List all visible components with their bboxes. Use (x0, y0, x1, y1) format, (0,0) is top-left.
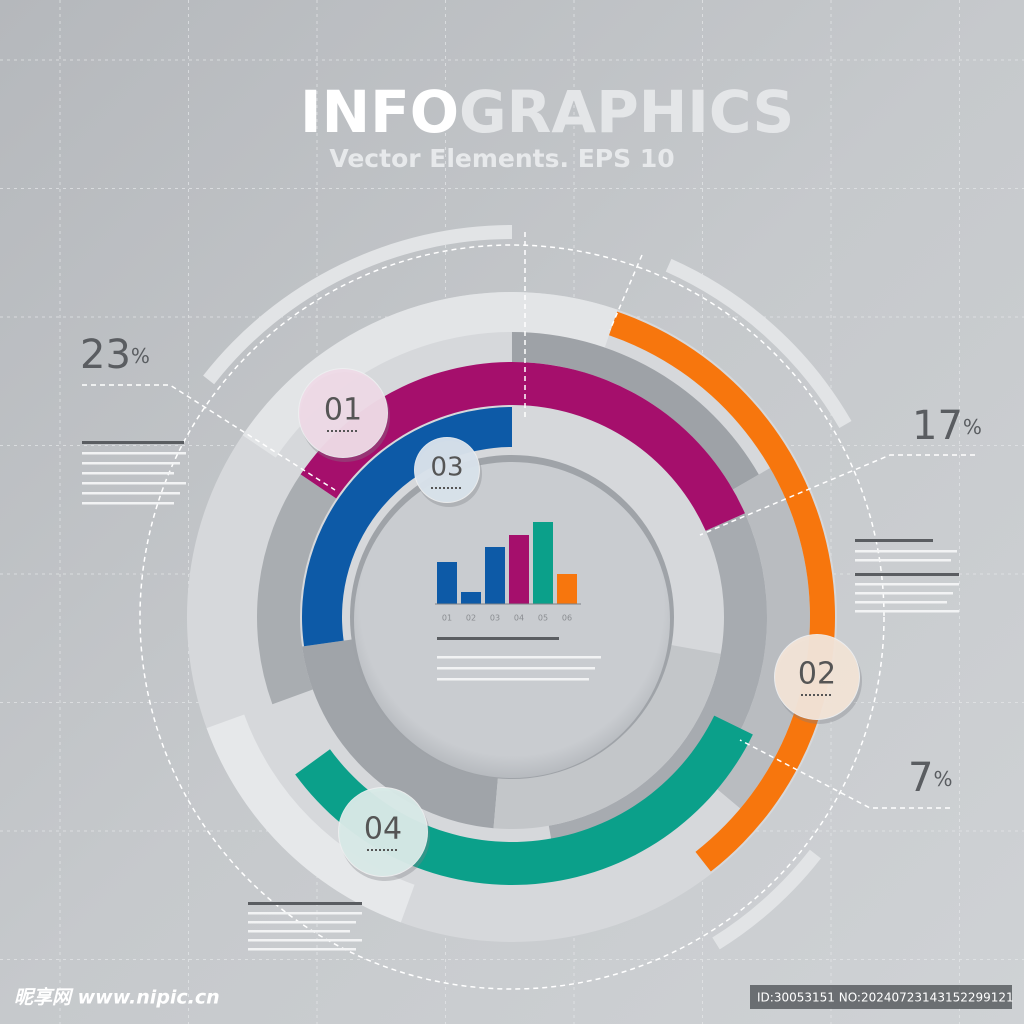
percent-unit: % (933, 767, 952, 791)
badge (338, 787, 428, 877)
percent-label: 17% (912, 403, 982, 449)
mini-chart: 01 02 03 04 05 06 (435, 522, 581, 623)
text-line (855, 601, 947, 604)
badge (298, 368, 388, 458)
badge (774, 634, 860, 720)
text-line (437, 678, 589, 681)
text-line (82, 452, 186, 455)
percent-number: 17 (912, 403, 963, 449)
heading-line (855, 539, 933, 542)
text-line (855, 583, 959, 586)
heading-line (82, 441, 184, 444)
badges: 01 02 03 04 (298, 368, 862, 881)
badge-label: 01 (324, 393, 362, 428)
title-light: GRAPHICS (459, 78, 794, 146)
text-line (82, 462, 180, 465)
badge-tint (339, 788, 427, 876)
heading-line (437, 637, 559, 640)
percent-unit: % (963, 415, 982, 439)
percent-label: 23% (80, 332, 150, 378)
dashed-circle (139, 244, 885, 990)
badge (414, 437, 480, 503)
orange-arc (609, 311, 835, 872)
text-line (437, 656, 601, 659)
percent-number: 23 (80, 332, 131, 378)
badge-tint (775, 635, 859, 719)
inner-circle (354, 462, 670, 778)
id-box (750, 985, 1012, 1009)
text-line (855, 550, 957, 553)
bar (485, 547, 505, 604)
ring-segment (512, 332, 759, 490)
bar (461, 592, 481, 604)
text-line (248, 921, 356, 924)
x-tick-label: 05 (538, 614, 548, 623)
magenta-arc (300, 362, 745, 531)
bar (557, 574, 577, 604)
heading-line (248, 902, 362, 905)
badge-label: 03 (430, 453, 463, 483)
text-line (82, 472, 174, 475)
leader-lines (82, 232, 975, 809)
outer-arc (203, 225, 512, 385)
text-line (437, 667, 595, 670)
text-line (248, 939, 362, 942)
ring-segment (257, 474, 337, 705)
subtitle: Vector Elements. EPS 10 (329, 144, 674, 173)
placeholder-text (82, 441, 959, 951)
x-tick-label: 06 (562, 614, 572, 623)
outer-arc (665, 258, 852, 428)
watermark: 昵享网 www.nipic.cn (14, 987, 220, 1009)
text-line (248, 930, 350, 933)
percent-label: 7% (908, 755, 952, 801)
ring-segment (242, 291, 618, 458)
badge-tint (415, 438, 479, 502)
text-line (855, 559, 951, 562)
badge-label: 04 (364, 812, 402, 847)
x-tick-label: 03 (490, 614, 500, 623)
heading-line (855, 573, 959, 576)
percent-unit: % (131, 344, 150, 368)
text-line (82, 502, 174, 505)
percent-number: 7 (908, 755, 933, 801)
x-tick-label: 04 (514, 614, 524, 623)
badge-tint (299, 369, 387, 457)
outer-arc (712, 849, 821, 950)
bar (509, 535, 529, 604)
x-tick-label: 02 (466, 614, 476, 623)
text-line (82, 492, 180, 495)
text-line (82, 482, 186, 485)
bar (533, 522, 553, 604)
bar (437, 562, 457, 604)
text-line (855, 592, 953, 595)
text-line (248, 912, 362, 915)
title: INFOGRAPHICS (300, 78, 794, 146)
x-tick-label: 01 (442, 614, 452, 623)
text-line (855, 610, 959, 613)
ring-segment (493, 644, 721, 830)
text-line (248, 948, 356, 951)
title-bold: INFO (300, 78, 459, 146)
image-id: ID:30053151 NO:20240723143152299121 (757, 991, 1014, 1005)
blue-arc (301, 407, 512, 647)
badge-label: 02 (798, 657, 836, 692)
ring-segment (707, 468, 810, 809)
